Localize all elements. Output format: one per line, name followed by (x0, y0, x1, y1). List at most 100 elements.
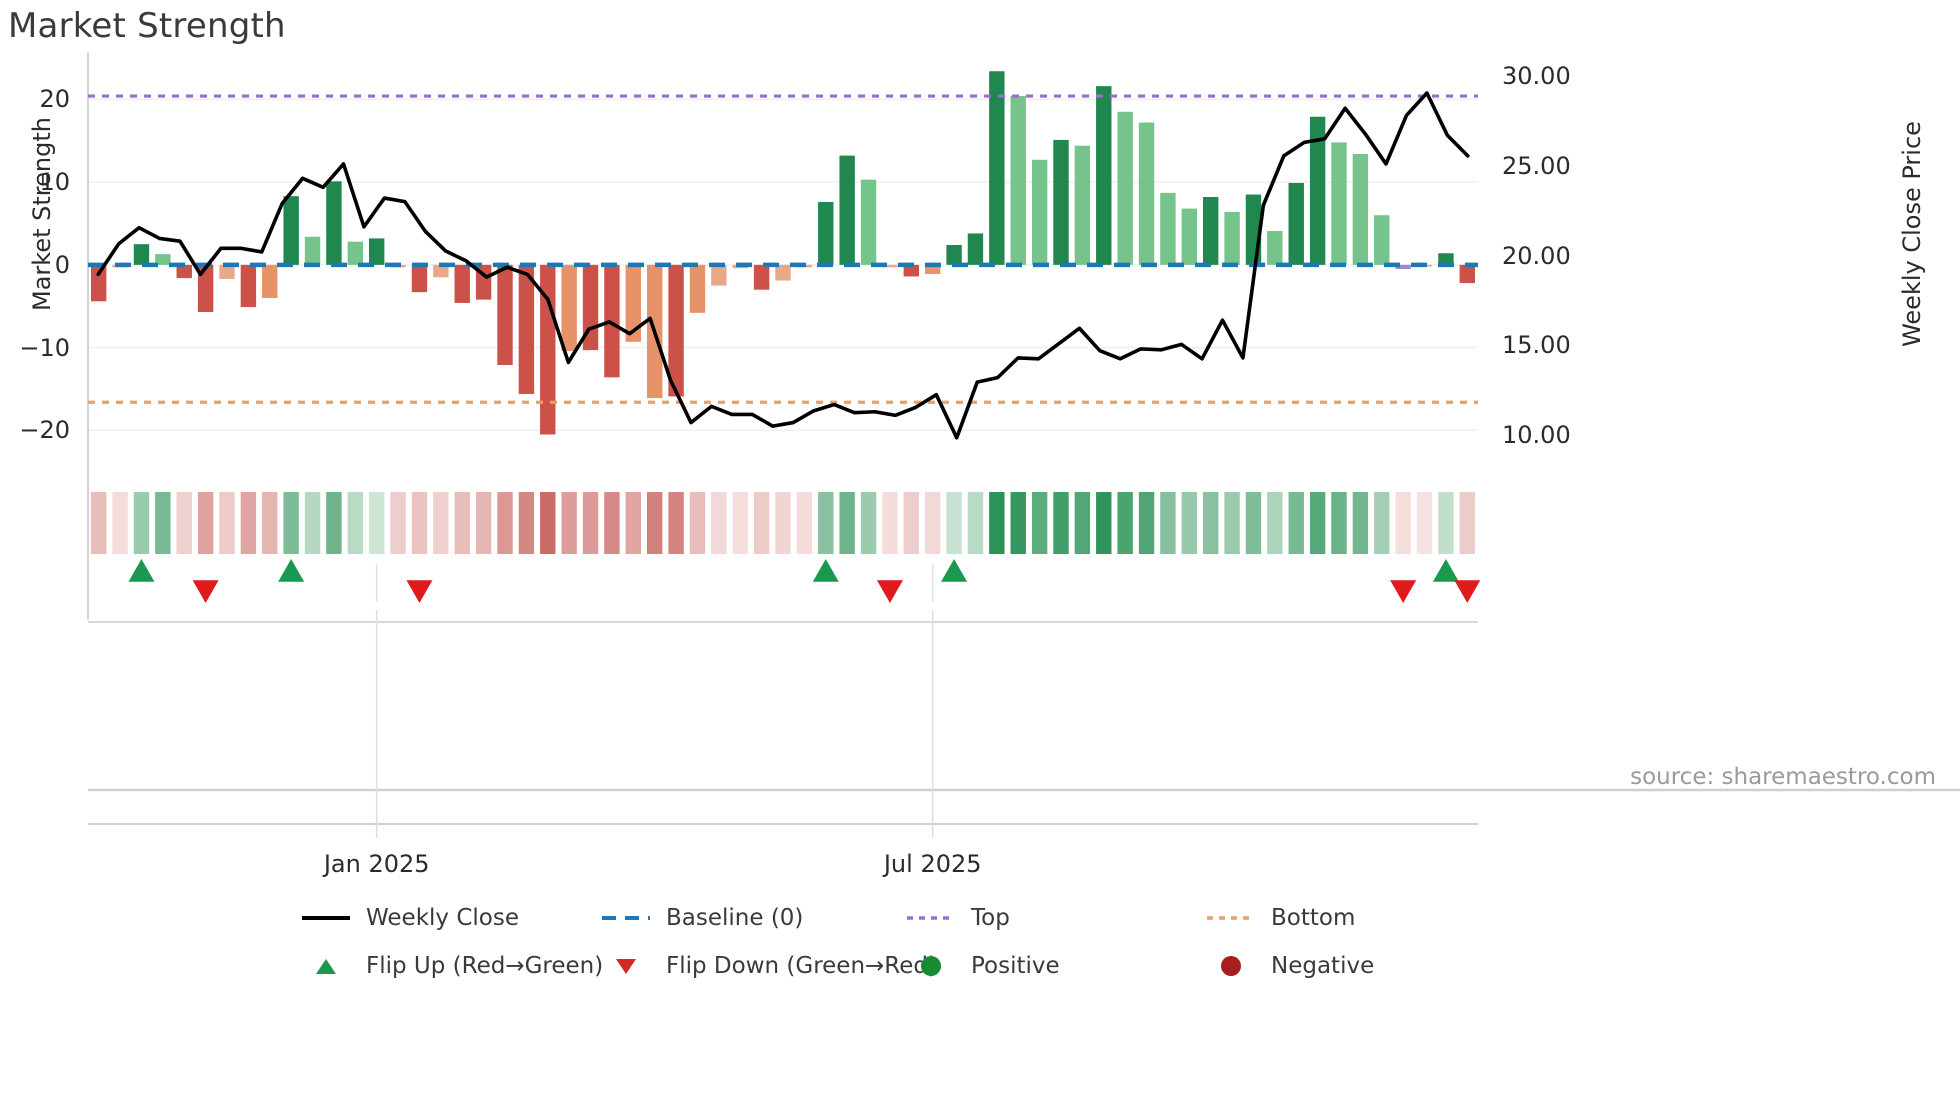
legend-item[interactable]: Baseline (0) (600, 905, 803, 931)
bar (1202, 197, 1219, 265)
legend-line-swatch (302, 916, 350, 920)
heatmap-cell (860, 492, 877, 554)
heatmap-cell (1117, 492, 1133, 554)
heatmap-cell (1438, 492, 1454, 554)
flip-up-marker (128, 559, 155, 582)
heatmap-cell (1288, 492, 1304, 554)
heatmap-cell (989, 492, 1005, 554)
heatmap-cell (368, 492, 385, 554)
legend-item-label: Weekly Close (366, 905, 519, 931)
legend-triangle-down-swatch (616, 959, 636, 974)
heatmap-cell (304, 492, 321, 554)
bar (240, 264, 257, 308)
heatmap-cell (924, 492, 941, 554)
bar (860, 179, 877, 265)
bar (219, 264, 235, 279)
heatmap-cell (1352, 492, 1369, 554)
heatmap-cell (689, 492, 706, 554)
flip-down-marker (1454, 580, 1481, 603)
bar (283, 196, 299, 265)
bar (775, 264, 791, 281)
y-tick-label-left: −10 (19, 333, 70, 362)
heatmap-cell (1267, 492, 1283, 554)
bar (839, 155, 855, 265)
heatmap-cell (133, 492, 150, 554)
legend-item[interactable]: Top (905, 905, 1010, 931)
bar (711, 264, 727, 286)
heatmap-cell (390, 492, 406, 554)
bar (903, 264, 920, 277)
heatmap-cell (967, 492, 984, 554)
bar (946, 245, 962, 265)
bar (1352, 153, 1369, 265)
legend-item[interactable]: Weekly Close (300, 905, 519, 931)
x-tick-label: Jul 2025 (883, 850, 982, 878)
bar (1374, 215, 1390, 265)
bar (411, 264, 428, 293)
y-tick-label-left: 10 (39, 168, 70, 197)
bar (668, 264, 684, 397)
heatmap-cell (411, 492, 428, 554)
legend-item[interactable]: Flip Down (Green→Red) (600, 953, 937, 979)
legend-item[interactable]: Bottom (1205, 905, 1355, 931)
heatmap-cell (283, 492, 299, 554)
bar (924, 264, 941, 274)
bar (989, 71, 1005, 265)
bar (518, 264, 535, 394)
heatmap-cell (1459, 492, 1476, 554)
bar (176, 264, 192, 279)
bar (604, 264, 620, 378)
heatmap-cell (1138, 492, 1155, 554)
flip-down-marker (192, 580, 219, 603)
bar (1459, 264, 1476, 284)
heatmap-cell (946, 492, 962, 554)
bar (262, 264, 278, 298)
flip-down-marker (406, 580, 433, 603)
bar (1288, 182, 1304, 265)
heatmap-cell (1309, 492, 1326, 554)
heatmap-cell (90, 492, 107, 554)
heatmap-cell (732, 492, 748, 554)
bar (1074, 145, 1091, 265)
chart-legend: Weekly Close Baseline (0) Top Bottom Flip U… (0, 905, 1960, 987)
heatmap-cell (1331, 492, 1347, 554)
bar (689, 264, 706, 313)
bar (1096, 86, 1112, 265)
bar (1395, 264, 1411, 269)
y-tick-label-left: −20 (19, 416, 70, 445)
heatmap-cell (582, 492, 599, 554)
legend-item-label: Negative (1271, 953, 1375, 979)
bar (1438, 253, 1454, 265)
y-tick-label-left: 20 (39, 85, 70, 114)
bar (1181, 208, 1198, 265)
bar (1053, 139, 1069, 265)
legend-item[interactable]: Positive (905, 953, 1060, 979)
y-tick-label-right: 30.00 (1502, 61, 1571, 90)
legend-item[interactable]: Flip Up (Red→Green) (300, 953, 603, 979)
heatmap-cell (818, 492, 834, 554)
flip-up-marker (1432, 559, 1459, 582)
legend-item-label: Positive (971, 953, 1060, 979)
heatmap-cell (1416, 492, 1433, 554)
heatmap-cell (1096, 492, 1112, 554)
legend-dotted-swatch (1207, 916, 1255, 920)
flip-up-marker (278, 559, 305, 582)
legend-item[interactable]: Negative (1205, 953, 1374, 979)
heatmap-cell (112, 492, 128, 554)
heatmap-cell (497, 492, 513, 554)
heatmap-cell (433, 492, 449, 554)
flip-down-marker (1390, 580, 1417, 603)
legend-item-label: Flip Up (Red→Green) (366, 953, 604, 979)
legend-item-label: Baseline (0) (666, 905, 804, 931)
bar (1138, 122, 1155, 265)
bar (90, 264, 107, 302)
y-tick-label-right: 15.00 (1502, 331, 1571, 360)
legend-item-label: Top (971, 905, 1010, 931)
heatmap-cell (1245, 492, 1262, 554)
heatmap-cell (1181, 492, 1198, 554)
bar (1224, 211, 1240, 265)
heatmap-cell (796, 492, 813, 554)
bar (882, 264, 898, 268)
flip-up-marker (941, 559, 968, 582)
